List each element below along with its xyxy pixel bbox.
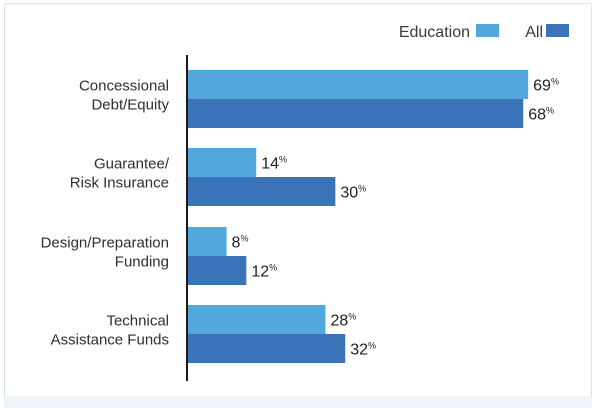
legend-swatch-education bbox=[476, 24, 499, 37]
value-label-education-2: 8% bbox=[232, 234, 249, 252]
category-labels: Concessional Debt/Equity Guarantee/Risk In… bbox=[41, 78, 170, 349]
category-label-2-line-1: Funding bbox=[115, 254, 169, 271]
bar-all-2 bbox=[187, 256, 247, 285]
category-label-0-line-0: Concessional bbox=[79, 78, 169, 95]
value-label-education-1: 14% bbox=[261, 155, 287, 173]
bar-all-1 bbox=[187, 177, 336, 206]
legend-label-all: All bbox=[525, 24, 543, 41]
value-label-education-0: 69% bbox=[533, 77, 559, 95]
bottom-strip bbox=[4, 396, 592, 408]
bar-education-1 bbox=[187, 148, 257, 177]
category-label-2-line-0: Design/Preparation bbox=[41, 235, 169, 252]
value-label-education-3: 28% bbox=[330, 312, 356, 330]
bar-education-2 bbox=[187, 227, 227, 256]
value-label-all-0: 68% bbox=[528, 106, 554, 124]
category-label-3-line-1: Assistance Funds bbox=[51, 332, 169, 349]
category-label-3-line-0: Technical bbox=[106, 313, 169, 330]
value-label-all-1: 30% bbox=[340, 184, 366, 202]
bar-education-0 bbox=[187, 70, 529, 99]
category-label-1-line-0: Guarantee/ bbox=[94, 156, 170, 173]
legend-label-education: Education bbox=[399, 24, 470, 41]
category-label-0-line-1: Debt/Equity bbox=[91, 97, 169, 114]
category-label-1-line-1: Risk Insurance bbox=[70, 175, 169, 192]
value-label-all-2: 12% bbox=[251, 263, 277, 281]
bars: 69% 68% 14% 30% 8%12% 28% 32% bbox=[187, 70, 559, 363]
bar-all-3 bbox=[187, 334, 346, 363]
bar-education-3 bbox=[187, 305, 326, 334]
value-label-all-3: 32% bbox=[350, 341, 376, 359]
legend-swatch-all bbox=[546, 24, 569, 37]
legend: Education All bbox=[399, 24, 569, 41]
bar-all-0 bbox=[187, 99, 524, 128]
